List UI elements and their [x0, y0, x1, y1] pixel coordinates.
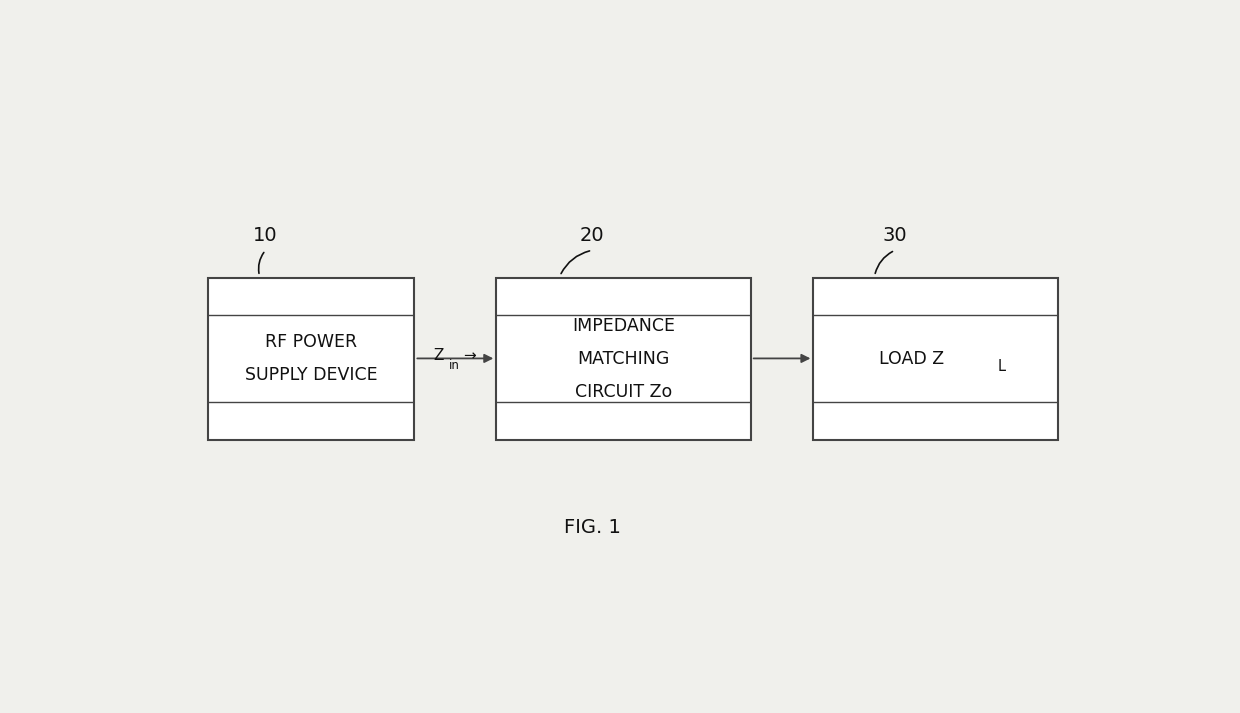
Text: 20: 20 — [580, 226, 605, 245]
Text: →: → — [463, 348, 476, 363]
Text: 30: 30 — [883, 226, 908, 245]
Bar — [813, 278, 1059, 440]
Text: Z: Z — [433, 348, 444, 363]
Text: L: L — [997, 359, 1006, 374]
Text: 10: 10 — [253, 226, 278, 245]
Text: in: in — [449, 359, 460, 372]
Text: RF POWER: RF POWER — [265, 333, 357, 352]
Text: MATCHING: MATCHING — [578, 349, 670, 368]
Text: CIRCUIT Zo: CIRCUIT Zo — [575, 383, 672, 401]
Text: IMPEDANCE: IMPEDANCE — [572, 317, 675, 334]
Bar — [208, 278, 414, 440]
Text: LOAD Z: LOAD Z — [879, 349, 945, 368]
Text: FIG. 1: FIG. 1 — [564, 518, 621, 537]
Bar — [496, 278, 750, 440]
Text: SUPPLY DEVICE: SUPPLY DEVICE — [244, 366, 377, 384]
